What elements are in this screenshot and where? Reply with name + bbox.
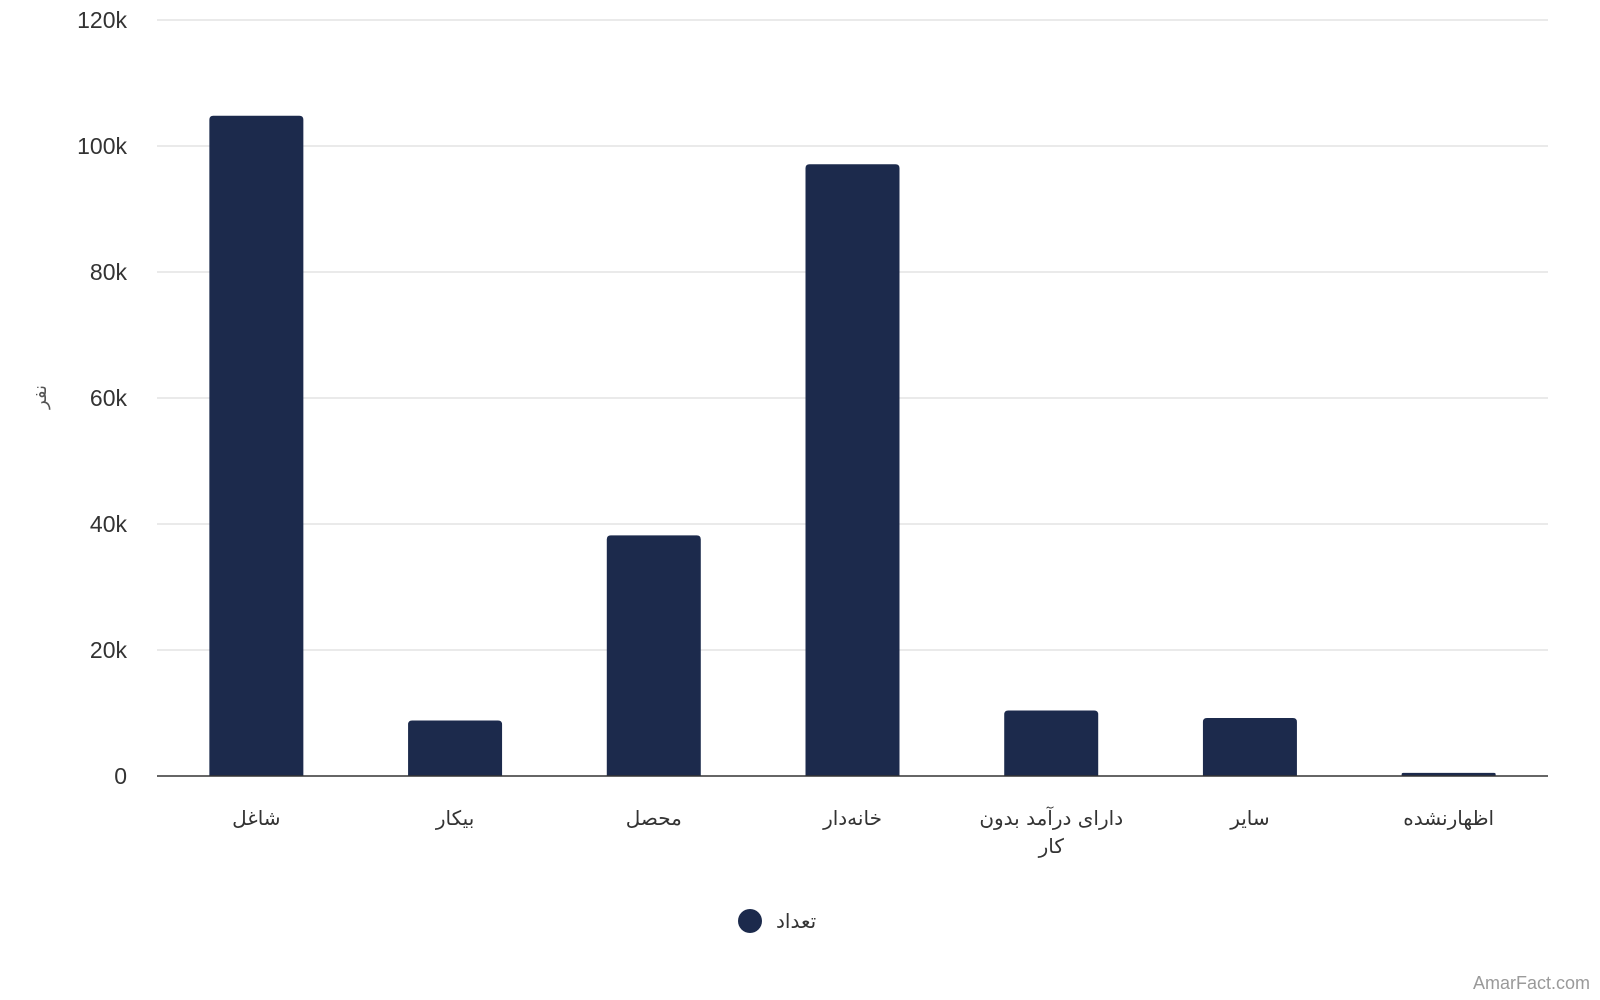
x-tick-label: بیکار [435,806,474,830]
y-tick-label: 100k [77,133,127,159]
y-tick-label: 40k [90,511,128,537]
x-tick-label: خانه‌دار [822,806,882,830]
y-axis-title: نفر [30,385,51,410]
legend-marker [738,909,762,933]
bar[interactable] [606,535,701,776]
bar[interactable] [1202,718,1297,776]
y-tick-label: 120k [77,7,127,33]
bar[interactable] [209,115,304,776]
credit-text[interactable]: AmarFact.com [1472,973,1590,993]
x-tick-label: دارای درآمد بدون کار [979,805,1123,858]
bar[interactable] [408,720,503,776]
x-tick-labels: شاغل بیکار محصل خانه‌دار دارای درآمد بدون کار… [232,805,1494,858]
bar-layer [209,115,1496,776]
legend-label-series: تعداد [776,909,816,933]
bar[interactable] [1004,710,1099,776]
x-tick-label: سایر [1229,806,1269,830]
y-tick-label: 60k [90,385,128,411]
y-tick-label: 0 [114,763,127,789]
y-tick-label: 20k [90,637,128,663]
y-tick-label: 80k [90,259,128,285]
x-tick-label: محصل [626,806,682,830]
legend[interactable]: تعداد [738,909,816,933]
x-tick-label: شاغل [232,806,280,830]
bar[interactable] [805,164,900,776]
y-tick-labels: 0 20k 40k 60k 80k 100k 120k [77,7,127,789]
x-tick-label: اظهارنشده [1403,806,1494,830]
